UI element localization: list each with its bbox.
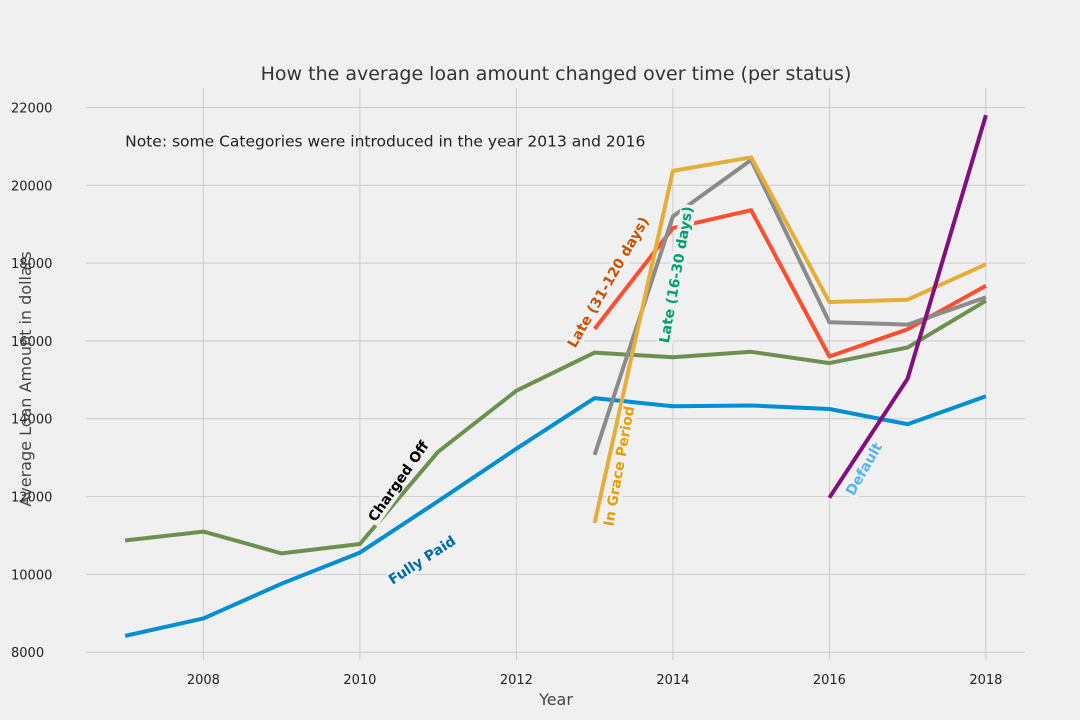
x-tick-label: 2018 xyxy=(969,673,1002,688)
series-line-fully-paid xyxy=(124,394,987,638)
series-line-late-16-30-days xyxy=(592,158,987,456)
x-axis-label: Year xyxy=(538,690,573,709)
series-label-halo xyxy=(656,203,698,347)
x-tick-label: 2010 xyxy=(343,673,376,688)
y-tick-label: 18000 xyxy=(11,257,52,272)
y-tick-label: 14000 xyxy=(11,413,52,428)
x-tick-label: 2016 xyxy=(813,673,846,688)
y-tick-label: 22000 xyxy=(11,101,52,116)
series-line-default xyxy=(827,114,988,499)
chart-title: How the average loan amount changed over… xyxy=(261,63,852,85)
series-line-charged-off xyxy=(124,299,987,556)
y-tick-label: 10000 xyxy=(11,568,52,583)
y-tick-label: 12000 xyxy=(11,491,52,506)
tick-labels: 2008 2010 2012 2014 2016 2018 8000 10000 12000 14… xyxy=(11,101,1002,688)
series-lines xyxy=(124,114,988,638)
x-tick-label: 2014 xyxy=(656,673,689,688)
chart-note: Note: some Categories were introduced in… xyxy=(125,132,645,150)
y-tick-label: 20000 xyxy=(11,179,52,194)
series-label-halo xyxy=(600,402,639,530)
series-line-in-grace-period xyxy=(592,155,987,524)
y-axis-label: Average Loan Amount in dollars xyxy=(16,251,35,506)
y-tick-label: 16000 xyxy=(11,335,52,350)
series-label-halo xyxy=(364,436,435,527)
x-tick-label: 2012 xyxy=(500,673,533,688)
x-tick-label: 2008 xyxy=(187,673,220,688)
y-tick-label: 8000 xyxy=(11,646,44,661)
series-label-halo xyxy=(842,438,888,501)
series-label-halo xyxy=(384,532,461,590)
series-label-halo xyxy=(563,212,654,353)
grid xyxy=(86,88,1025,660)
